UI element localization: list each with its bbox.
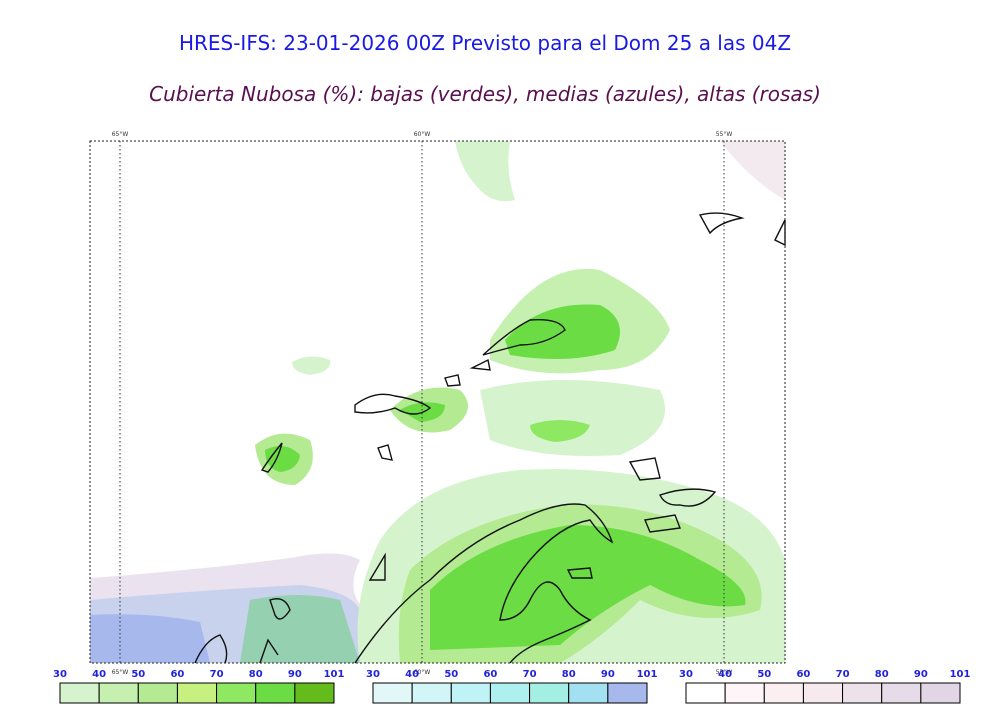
longitude-label: 65°W [112,131,129,138]
longitude-label: 60°W [414,131,431,138]
colorbar-swatch [724,682,765,704]
colorbar-tick-label: 80 [249,669,263,680]
longitude-label: 65°W [112,669,129,676]
colorbar-swatch [763,682,804,704]
low-cloud [480,380,665,456]
colorbar-tick-label: 50 [131,669,145,680]
colorbar-tick-label: 90 [914,669,928,680]
colorbar-tick-label: 40 [405,669,419,680]
colorbar-swatch [802,682,844,704]
colorbar-swatch [685,682,726,704]
colorbar-swatch [529,682,570,704]
title: HRES-IFS: 23-01-2026 00Z Previsto para e… [179,31,791,55]
colorbar-swatch [842,682,883,704]
colorbar-swatch [568,682,609,704]
colorbar-tick-label: 80 [562,669,576,680]
longitude-label: 55°W [716,131,733,138]
longitude-label: 55°W [716,669,733,676]
colorbar-tick-label: 101 [637,669,658,680]
map-frame [89,140,786,664]
colorbar-tick-label: 90 [601,669,615,680]
subtitle: Cubierta Nubosa (%): bajas (verdes), med… [149,82,821,106]
colorbar: 30 40 50 60 70 80 90 101 [366,669,658,704]
high-cloud [720,141,785,200]
colorbar-swatch [216,682,257,704]
colorbar-tick-label: 80 [875,669,889,680]
colorbar-tick-label: 70 [523,669,537,680]
colorbar-tick-label: 40 [92,669,106,680]
colorbar-swatch [98,682,139,704]
colorbar-tick-label: 70 [210,669,224,680]
mid-cloud [90,614,210,663]
meridians: 65°W 65°W 60°W 60°W 55°W 55°W [112,131,733,676]
longitude-label: 60°W [414,669,431,676]
map: 65°W 65°W 60°W 60°W 55°W 55°W [89,131,786,676]
colorbar-tick-label: 90 [288,669,302,680]
low-cloud [292,356,331,375]
colorbar-swatch [176,682,218,704]
low-cloud [455,141,515,202]
colorbar-tick-label: 30 [366,669,380,680]
colorbar: 30 40 50 60 70 80 90 101 [53,669,345,704]
colorbar-swatch [294,682,335,704]
low-cloud [530,420,590,442]
colorbar-tick-label: 50 [444,669,458,680]
colorbar-swatch [137,682,178,704]
colorbar-tick-label: 101 [950,669,971,680]
colorbar-tick-label: 101 [324,669,345,680]
colorbar-tick-label: 70 [836,669,850,680]
colorbar-tick-label: 60 [170,669,184,680]
colorbar-swatch [372,682,413,704]
colorbar-swatch [881,682,922,704]
colorbar-swatch [607,682,648,704]
colorbar-swatch [59,682,100,704]
colorbar-tick-label: 60 [796,669,810,680]
colorbar-swatch [450,682,491,704]
colorbar-tick-label: 30 [679,669,693,680]
coastline [194,212,786,664]
colorbar-swatch [920,682,961,704]
colorbar-swatch [489,682,531,704]
colorbar-tick-label: 40 [718,669,732,680]
colorbar-tick-label: 50 [757,669,771,680]
colorbar-tick-label: 30 [53,669,67,680]
colorbar-swatch [411,682,452,704]
colorbar-tick-label: 60 [483,669,497,680]
colorbar: 30 40 50 60 70 80 90 101 [679,669,971,704]
colorbar-swatch [255,682,296,704]
low-cloud [240,595,360,663]
